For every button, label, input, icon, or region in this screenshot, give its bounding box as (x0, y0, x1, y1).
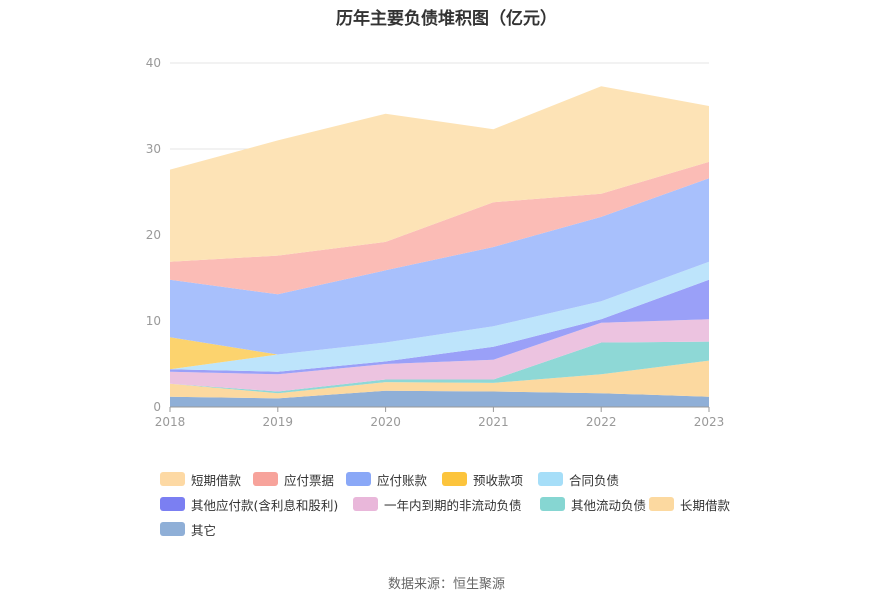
area-series (170, 261, 709, 370)
legend-swatch (353, 497, 378, 511)
y-tick-label: 10 (146, 314, 161, 328)
legend-label: 预收款项 (473, 472, 524, 488)
y-tick-label: 30 (146, 142, 161, 156)
data-source-note: 数据来源：恒生聚源 (387, 577, 505, 592)
x-tick-label: 2021 (478, 415, 509, 429)
area-series (170, 86, 709, 262)
legend-item[interactable]: 短期借款 (160, 470, 241, 488)
x-tick-label: 2020 (370, 415, 401, 429)
legend-swatch (253, 472, 278, 486)
legend-label: 合同负债 (569, 472, 620, 488)
legend-item[interactable]: 其它 (160, 520, 216, 538)
x-tick-label: 2018 (155, 415, 186, 429)
area-series (170, 360, 709, 399)
legend-label: 其他应付款(含利息和股利) (191, 497, 339, 513)
legend-item[interactable]: 一年内到期的非流动负债 (353, 495, 522, 513)
area-series (170, 279, 709, 375)
legend-swatch (160, 522, 185, 536)
x-tick-label: 2022 (586, 415, 617, 429)
legend-label: 其他流动负债 (571, 497, 647, 513)
chart-title: 历年主要负债堆积图（亿元） (336, 9, 557, 29)
legend-item[interactable]: 其他流动负债 (540, 495, 646, 513)
legend-item[interactable]: 应付账款 (346, 470, 427, 488)
legend-item[interactable]: 合同负债 (538, 470, 619, 488)
legend-swatch (540, 497, 565, 511)
x-tick-label: 2023 (694, 415, 725, 429)
area-series (170, 319, 709, 392)
legend-label: 其它 (191, 522, 217, 538)
legend-swatch (442, 472, 467, 486)
area-series (170, 341, 709, 394)
legend-label: 应付账款 (377, 472, 428, 488)
area-series (170, 390, 709, 407)
legend-label: 应付票据 (284, 472, 335, 488)
legend-swatch (649, 497, 674, 511)
legend-label: 一年内到期的非流动负债 (384, 497, 522, 513)
x-tick-label: 2019 (263, 415, 294, 429)
legend-swatch (160, 472, 185, 486)
legend-item[interactable]: 预收款项 (442, 470, 523, 488)
y-tick-label: 20 (146, 228, 161, 242)
area-series (170, 178, 709, 355)
legend-label: 长期借款 (680, 497, 731, 513)
legend-swatch (160, 497, 185, 511)
legend-item[interactable]: 长期借款 (649, 495, 730, 513)
y-tick-label: 0 (153, 400, 161, 414)
legend-swatch (346, 472, 371, 486)
y-tick-label: 40 (146, 56, 161, 70)
area-series (170, 161, 709, 295)
legend-item[interactable]: 应付票据 (253, 470, 334, 488)
area-series (170, 261, 709, 372)
legend-label: 短期借款 (191, 472, 242, 488)
legend-item[interactable]: 其他应付款(含利息和股利) (160, 495, 338, 513)
legend-swatch (538, 472, 563, 486)
